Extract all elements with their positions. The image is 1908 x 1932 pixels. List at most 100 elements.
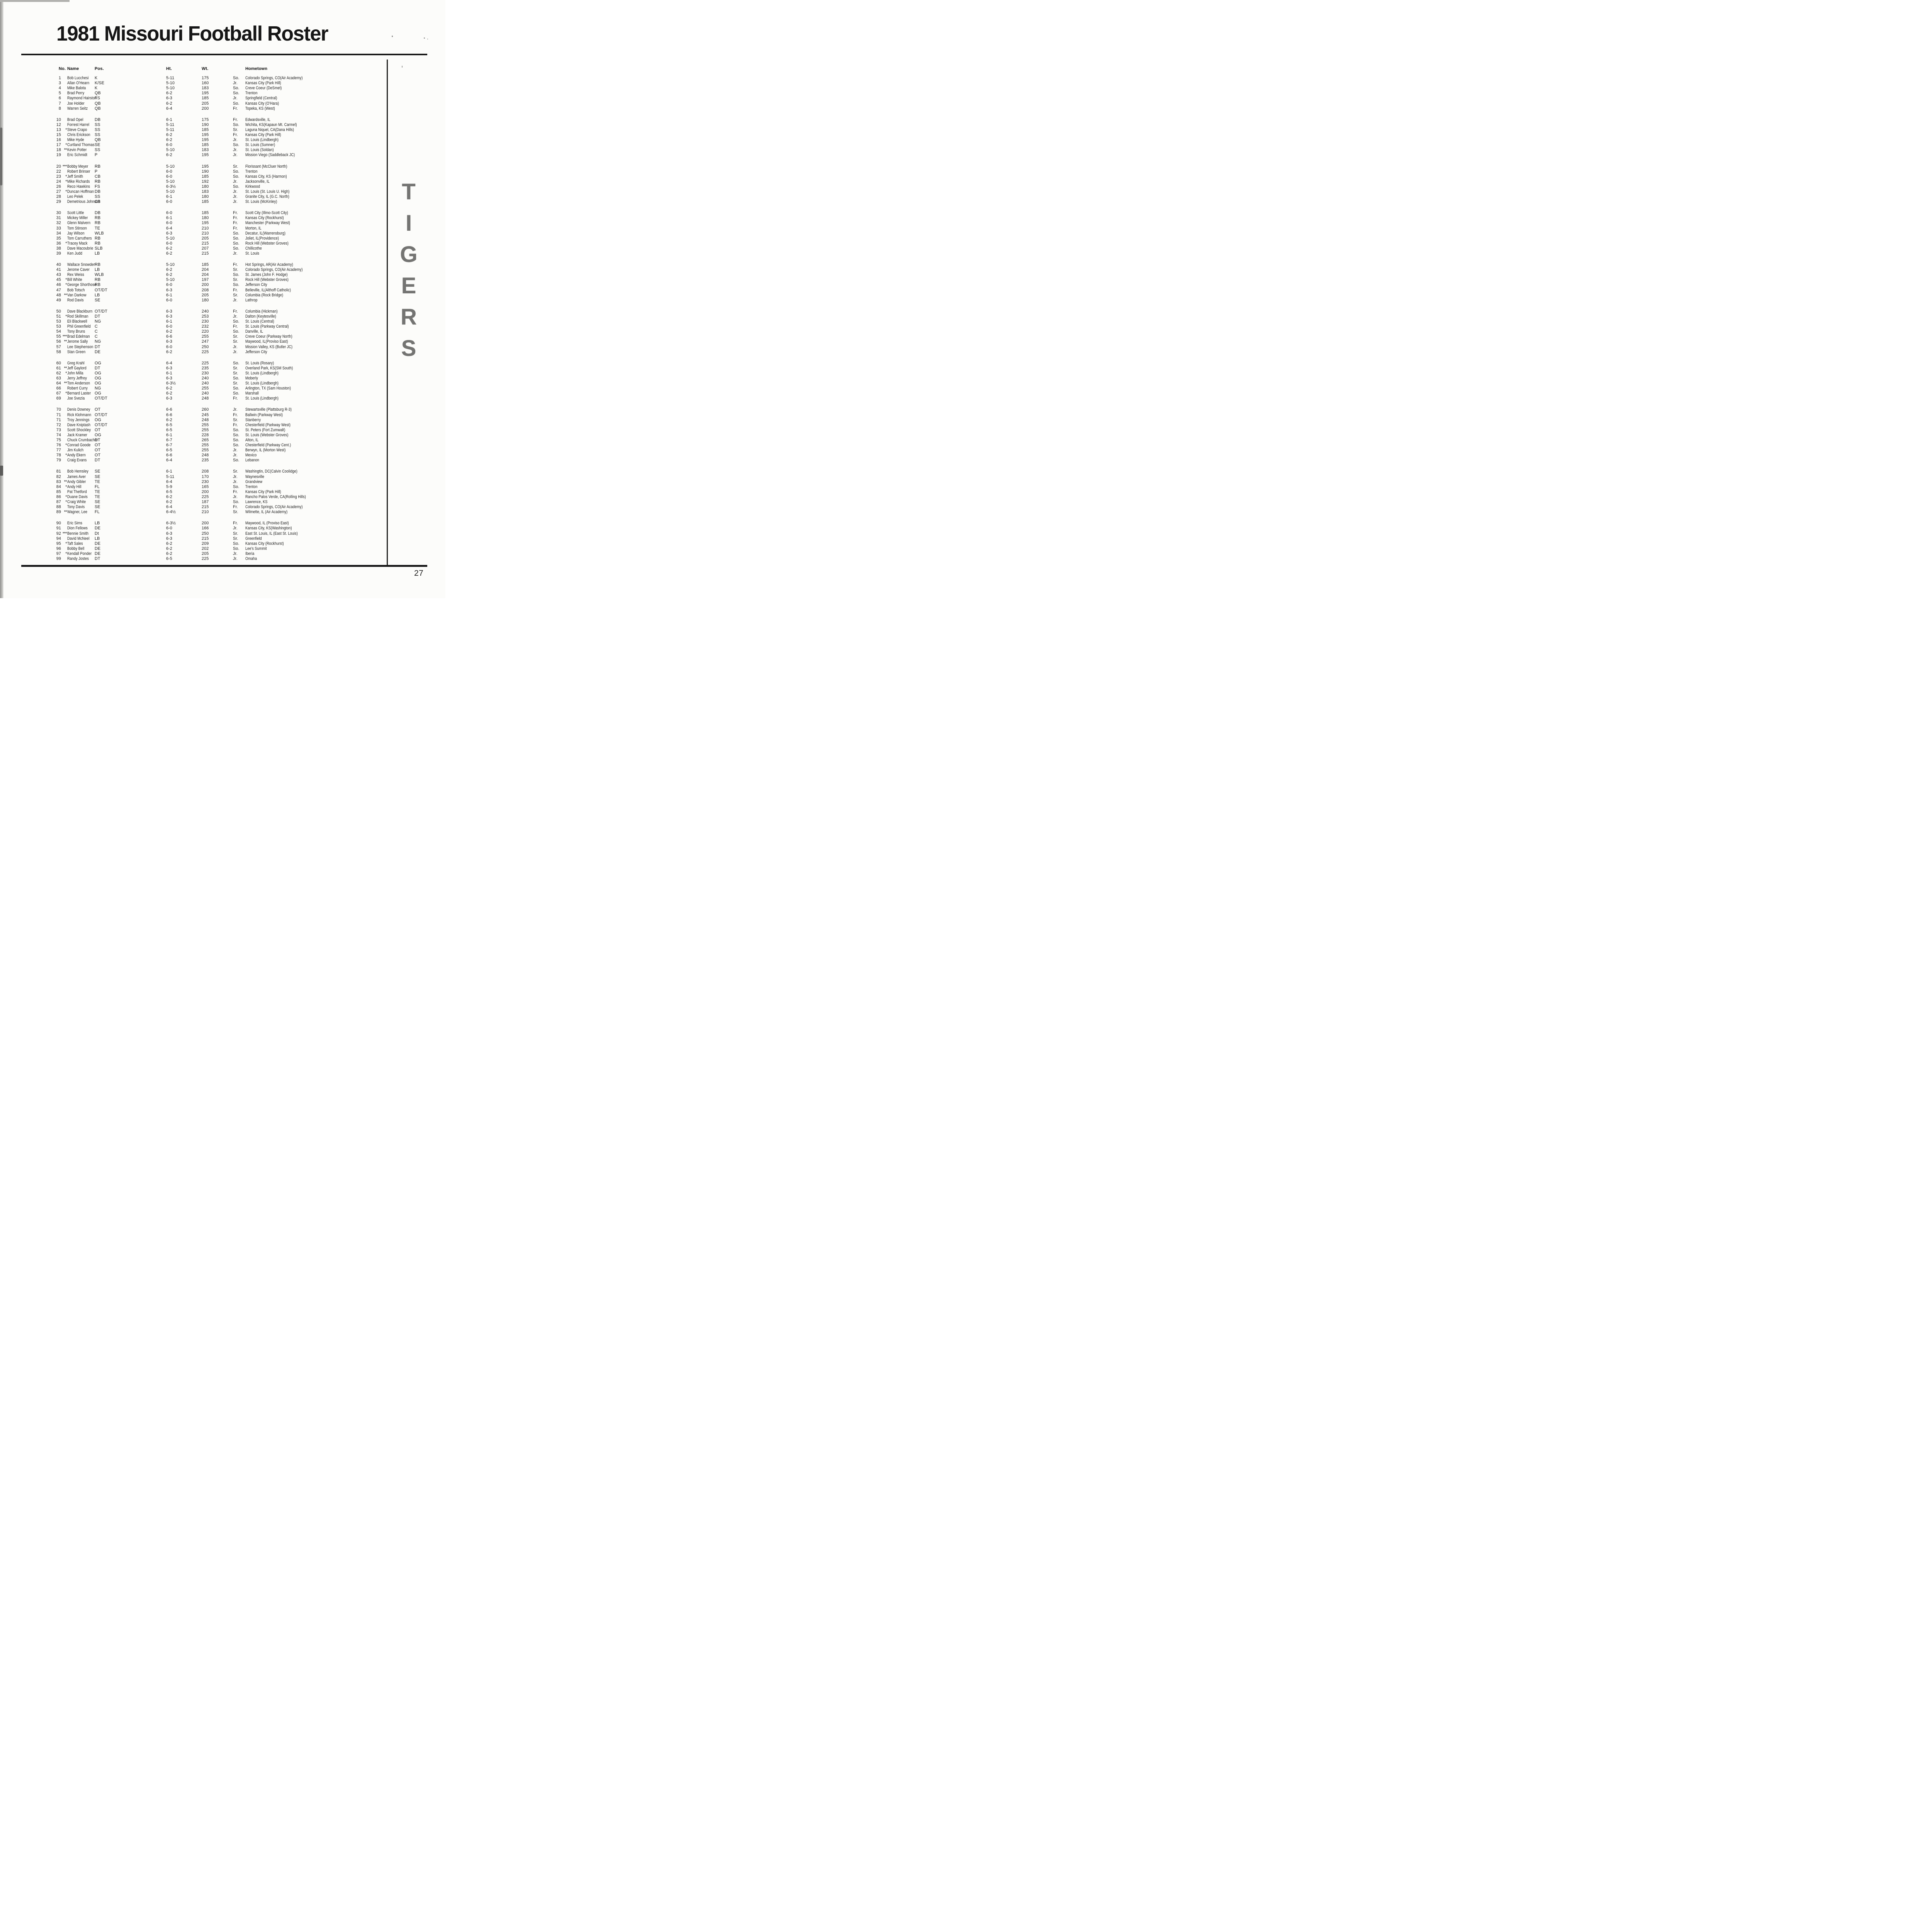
cell-cl: So. <box>233 231 240 236</box>
cell-hometown: Columbia (Hickman) <box>245 309 278 314</box>
cell-hometown: Stewartsville (Plattsburg R-3) <box>245 407 292 412</box>
cell-no: 38 <box>56 246 61 251</box>
table-row: 84 * Andy Hill FL 5-9 165 So. Trenton <box>53 485 387 490</box>
cell-pos: DT <box>95 556 100 561</box>
cell-cl: Fr. <box>233 422 238 427</box>
scan-speck <box>424 37 425 39</box>
scan-speck <box>392 36 393 37</box>
table-row: 61 ** Jeff Gaylord DT 6-3 235 Sr. Overland Park… <box>53 366 387 371</box>
cell-ht: 6-2 <box>166 133 172 138</box>
cell-ht: 6-2 <box>166 546 172 551</box>
cell-wt: 225 <box>202 556 209 561</box>
cell-wt: 230 <box>202 479 209 484</box>
cell-no: 55 <box>56 334 61 339</box>
cell-name: Raymond Hairston <box>67 96 97 101</box>
cell-wt: 166 <box>202 526 209 531</box>
cell-pos: WLB <box>95 231 104 236</box>
cell-cl: Jr. <box>233 474 238 479</box>
table-row: 69 Joe Svezia OT/DT 6-3 248 Fr. St. Louis (Lin… <box>53 396 387 401</box>
cell-no: 1 <box>58 76 61 81</box>
cell-name: Pat Thetford <box>67 489 87 494</box>
cell-pos: NG <box>95 319 101 324</box>
cell-hometown: Greenfield <box>245 536 262 541</box>
cell-stars: *** <box>62 164 67 169</box>
cell-ht: 6-6 <box>166 412 172 417</box>
cell-wt: 210 <box>202 510 209 515</box>
cell-pos: TE <box>95 494 100 499</box>
cell-pos: DE <box>95 546 101 551</box>
table-row: 46 * George Shorthose RB 6-0 200 So. Jefferson … <box>53 282 387 287</box>
cell-hometown: Maywood, IL (Proviso East) <box>245 521 289 526</box>
cell-cl: Jr. <box>233 407 238 412</box>
cell-pos: QB <box>95 91 101 96</box>
cell-ht: 6-0 <box>166 526 172 531</box>
table-row: 77 Jim Kulich OT 6-5 255 Jr. Berwyn, IL (Morto… <box>53 448 387 453</box>
cell-wt: 180 <box>202 216 209 221</box>
cell-ht: 6-3 <box>166 287 172 293</box>
cell-pos: OG <box>95 376 101 381</box>
cell-ht: 5-10 <box>166 179 175 184</box>
cell-cl: So. <box>233 386 240 391</box>
cell-ht: 6-2 <box>166 494 172 499</box>
cell-pos: SS <box>95 148 100 153</box>
cell-name: Van Darkow <box>67 293 87 298</box>
cell-hometown: East St. Louis, IL (East St. Louis) <box>245 531 298 536</box>
table-row: 3 Allan O'Hearn K/SE 5-10 160 Jr. Kansas City … <box>53 81 387 86</box>
cell-no: 26 <box>56 184 61 189</box>
table-row: 8 Warren Seitz QB 6-4 200 Fr. Topeka, KS (West… <box>53 106 387 111</box>
cell-wt: 208 <box>202 469 209 474</box>
cell-name: Rod Davis <box>67 298 84 303</box>
cell-cl: So. <box>233 174 240 179</box>
cell-pos: Dt <box>95 531 99 536</box>
cell-no: 51 <box>56 314 61 319</box>
cell-hometown: Kansas City, KS(Washington) <box>245 526 292 531</box>
cell-no: 71 <box>56 417 61 422</box>
cell-cl: Sr. <box>233 366 238 371</box>
cell-pos: SE <box>95 474 100 479</box>
cell-ht: 6-0 <box>166 298 172 303</box>
cell-cl: Sr. <box>233 293 238 298</box>
cell-pos: DB <box>95 189 101 194</box>
table-row: 16 Mike Hyde QB 6-2 195 Jr. St. Louis (Lindber… <box>53 138 387 143</box>
cell-ht: 5-11 <box>166 76 175 81</box>
cell-wt: 200 <box>202 521 209 526</box>
cell-ht: 5-10 <box>166 148 175 153</box>
cell-cl: Sr. <box>233 531 238 536</box>
cell-no: 7 <box>58 101 61 106</box>
cell-no: 89 <box>56 510 61 515</box>
cell-hometown: Colorado Springs, CO(Air Academy) <box>245 267 303 272</box>
cell-cl: Sr. <box>233 127 238 132</box>
cell-cl: Sr. <box>233 267 238 272</box>
cell-ht: 6-0 <box>166 282 172 287</box>
cell-hometown: Lebanon <box>245 458 259 463</box>
cell-stars: * <box>65 500 67 505</box>
cell-wt: 183 <box>202 86 209 91</box>
table-row: 54 Tony Bruns C 6-2 220 So. Danville, IL <box>53 329 387 334</box>
cell-cl: Jr. <box>233 448 238 453</box>
cell-ht: 6-6 <box>166 453 172 458</box>
cell-stars: * <box>65 453 67 458</box>
cell-cl: Jr. <box>233 251 238 256</box>
cell-hometown: St. Louis (Sumner) <box>245 143 275 148</box>
cell-name: Dave Kniptash <box>67 422 91 427</box>
cell-cl: Fr. <box>233 505 238 510</box>
cell-name: Rex Weiss <box>67 272 84 277</box>
cell-stars: * <box>65 494 67 499</box>
cell-ht: 6-4 <box>166 479 172 484</box>
cell-cl: So. <box>233 500 240 505</box>
cell-pos: DE <box>95 541 101 546</box>
cell-name: Jack Kramer <box>67 432 87 437</box>
cell-pos: LB <box>95 536 100 541</box>
cell-pos: RB <box>95 179 101 184</box>
cell-name: Stan Green <box>67 349 86 354</box>
cell-cl: So. <box>233 319 240 324</box>
table-row: 10 Brad Opel DB 6-1 175 Fr. Edwardsville, IL <box>53 117 387 122</box>
cell-wt: 205 <box>202 551 209 556</box>
cell-wt: 215 <box>202 251 209 256</box>
cell-no: 5 <box>58 91 61 96</box>
cell-pos: LB <box>95 267 100 272</box>
cell-pos: OT/DT <box>95 396 107 401</box>
cell-cl: Fr. <box>233 309 238 314</box>
cell-pos: C <box>95 329 98 334</box>
cell-hometown: St. Louis (St. Louis U. High) <box>245 189 290 194</box>
